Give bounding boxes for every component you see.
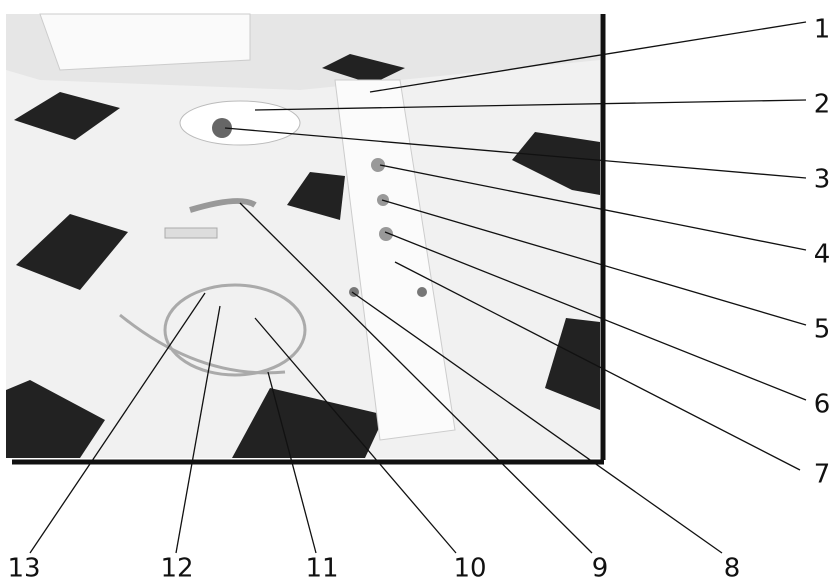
callout-label: 2 [814,90,831,120]
callout-label: 7 [814,460,831,490]
shower-head [179,100,301,146]
product-photo [6,13,606,465]
tile [14,92,120,140]
callout-label: 12 [160,554,193,584]
leader-line [384,231,807,401]
shower-nozzle [212,118,232,138]
callout-label: 10 [453,554,486,584]
callout-label: 11 [305,554,338,584]
leader-line [224,127,807,179]
leader-line [254,99,807,111]
jet [417,287,427,297]
callout-label: 1 [814,15,831,45]
leader-line [379,164,807,251]
tile [232,388,385,458]
leader-line [351,291,723,554]
shower-column [334,79,456,441]
callout-label: 6 [814,390,831,420]
handle [189,198,257,213]
leader-line [254,317,457,554]
leader-line [394,261,801,471]
leader-line [175,305,221,554]
tile [16,214,128,290]
leader-line [381,199,807,326]
hose [119,313,286,375]
callout-label: 5 [814,315,831,345]
bathtub [39,13,251,71]
tile [512,132,600,195]
knob [371,158,385,172]
callout-label: 9 [592,554,609,584]
callout-label: 8 [724,554,741,584]
leader-line [29,292,206,554]
tile [6,380,105,458]
callout-label: 3 [814,165,831,195]
leader-line [267,371,317,554]
tile [287,172,345,220]
leader-line [369,21,807,93]
knob [379,227,393,241]
part [164,227,218,239]
tile [545,318,600,410]
callout-label: 13 [7,554,40,584]
callout-label: 4 [814,240,831,270]
leader-line [239,202,593,554]
tile [322,54,405,84]
hose [163,283,307,377]
